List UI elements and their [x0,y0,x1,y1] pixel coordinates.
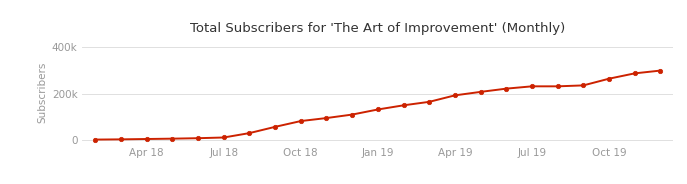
Y-axis label: Subscribers: Subscribers [38,61,47,123]
Title: Total Subscribers for 'The Art of Improvement' (Monthly): Total Subscribers for 'The Art of Improv… [190,22,565,35]
